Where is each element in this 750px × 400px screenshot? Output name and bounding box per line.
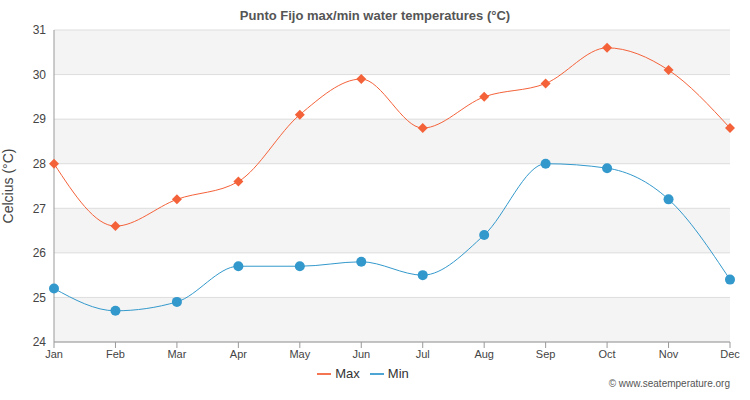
svg-text:24: 24	[33, 335, 47, 349]
svg-text:27: 27	[33, 202, 47, 216]
html-text:Min: Min	[387, 366, 409, 381]
svg-text:30: 30	[33, 68, 47, 82]
svg-text:Sep: Sep	[536, 348, 556, 360]
svg-text:Celcius (°C): Celcius (°C)	[8, 149, 16, 224]
svg-text:Feb: Feb	[106, 348, 125, 360]
svg-text:31: 31	[33, 23, 47, 37]
svg-text:Nov: Nov	[659, 348, 679, 360]
svg-text:Dec: Dec	[720, 348, 740, 360]
svg-text:29: 29	[33, 112, 47, 126]
svg-text:26: 26	[33, 246, 47, 260]
html-text:Max: Max	[335, 366, 360, 381]
svg-text:Mar: Mar	[167, 348, 186, 360]
svg-text:Aug: Aug	[474, 348, 494, 360]
html-text:Punto Fijo max/min water tempe: Punto Fijo max/min water temperatures (°…	[239, 8, 511, 23]
svg-text:Jul: Jul	[416, 348, 430, 360]
svg-text:May: May	[289, 348, 310, 360]
svg-text:Jun: Jun	[352, 348, 370, 360]
svg-text:Jan: Jan	[45, 348, 63, 360]
html-text:© www.seatemperature.org: © www.seatemperature.org	[608, 378, 730, 389]
svg-text:Apr: Apr	[230, 348, 247, 360]
svg-text:28: 28	[33, 157, 47, 171]
svg-text:Oct: Oct	[599, 348, 616, 360]
svg-text:25: 25	[33, 291, 47, 305]
